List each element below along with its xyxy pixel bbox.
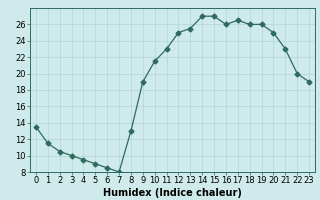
- X-axis label: Humidex (Indice chaleur): Humidex (Indice chaleur): [103, 188, 242, 198]
